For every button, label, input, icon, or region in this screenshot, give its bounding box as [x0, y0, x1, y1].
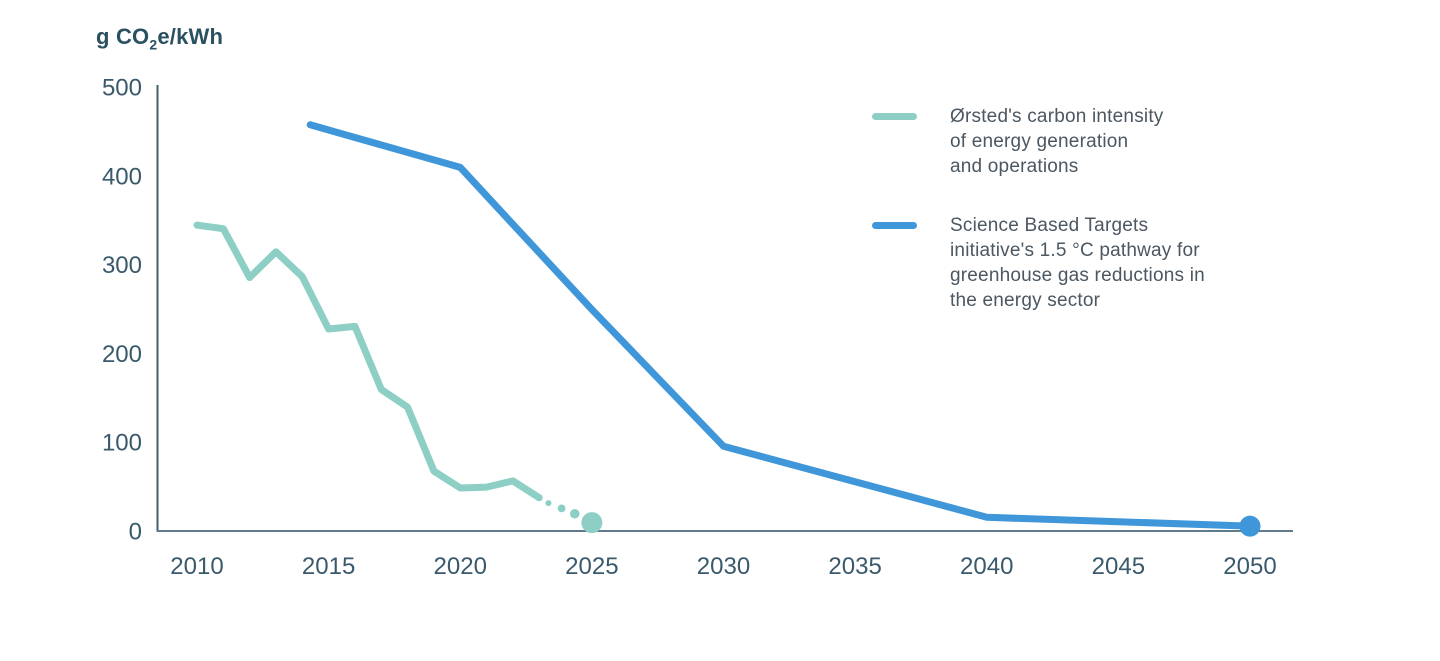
x-tick-label: 2050 — [1223, 553, 1276, 580]
x-tick-label: 2040 — [960, 553, 1013, 580]
orsted-projection-dot — [557, 504, 566, 513]
y-tick-label: 500 — [102, 75, 142, 102]
unit-suffix: e/kWh — [157, 24, 224, 49]
legend-label-orsted: Ørsted's carbon intensity of energy gene… — [950, 104, 1164, 179]
orsted-intensity-line — [193, 221, 543, 502]
legend-item-orsted: Ørsted's carbon intensity of energy gene… — [872, 104, 1312, 179]
legend-line: Ørsted's carbon intensity — [950, 106, 1164, 127]
sbti-2050-endpoint-dot — [1239, 515, 1261, 537]
unit-subscript: 2 — [149, 36, 158, 53]
unit-prefix: g CO — [96, 24, 150, 49]
y-tick-label: 100 — [102, 430, 142, 457]
x-tick-label: 2045 — [1092, 553, 1145, 580]
sbti-line-swatch-icon — [872, 222, 917, 229]
x-tick-label: 2030 — [697, 553, 750, 580]
legend-item-sbti: Science Based Targets initiative's 1.5 °… — [872, 213, 1312, 313]
orsted-projection-dot — [569, 508, 580, 519]
sbti-pathway-line — [306, 121, 1254, 530]
orsted-line-swatch-icon — [872, 113, 917, 120]
legend-line: of energy generation — [950, 131, 1129, 152]
y-axis-unit-label: g CO2e/kWh — [96, 24, 224, 53]
legend-line: and operations — [950, 156, 1079, 177]
x-tick-label: 2020 — [434, 553, 487, 580]
x-tick-label: 2035 — [828, 553, 881, 580]
y-tick-label: 0 — [129, 519, 142, 546]
x-tick-label: 2025 — [565, 553, 618, 580]
y-tick-label: 200 — [102, 341, 142, 368]
y-tick-label: 400 — [102, 163, 142, 190]
legend: Ørsted's carbon intensity of energy gene… — [872, 104, 1312, 313]
legend-line: initiative's 1.5 °C pathway for — [950, 240, 1200, 261]
legend-label-sbti: Science Based Targets initiative's 1.5 °… — [950, 213, 1205, 313]
x-tick-label: 2015 — [302, 553, 355, 580]
legend-line: Science Based Targets — [950, 215, 1149, 236]
orsted-2025-target-dot — [581, 512, 603, 534]
x-tick-label: 2010 — [170, 553, 223, 580]
orsted-projection-dot — [545, 500, 552, 507]
y-tick-label: 300 — [102, 252, 142, 279]
legend-line: the energy sector — [950, 290, 1101, 311]
legend-line: greenhouse gas reductions in — [950, 265, 1205, 286]
